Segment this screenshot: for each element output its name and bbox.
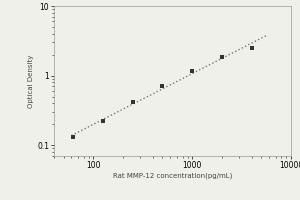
Point (130, 100, 135, 103)
Point (100, 120, 105, 123)
Point (190, 70, 195, 73)
Point (220, 55, 224, 59)
Y-axis label: Optical Density: Optical Density (28, 54, 34, 108)
Point (249, 46, 254, 50)
Point (71, 136, 76, 139)
X-axis label: Rat MMP-12 concentration(pg/mL): Rat MMP-12 concentration(pg/mL) (113, 173, 232, 179)
Point (160, 84, 165, 87)
